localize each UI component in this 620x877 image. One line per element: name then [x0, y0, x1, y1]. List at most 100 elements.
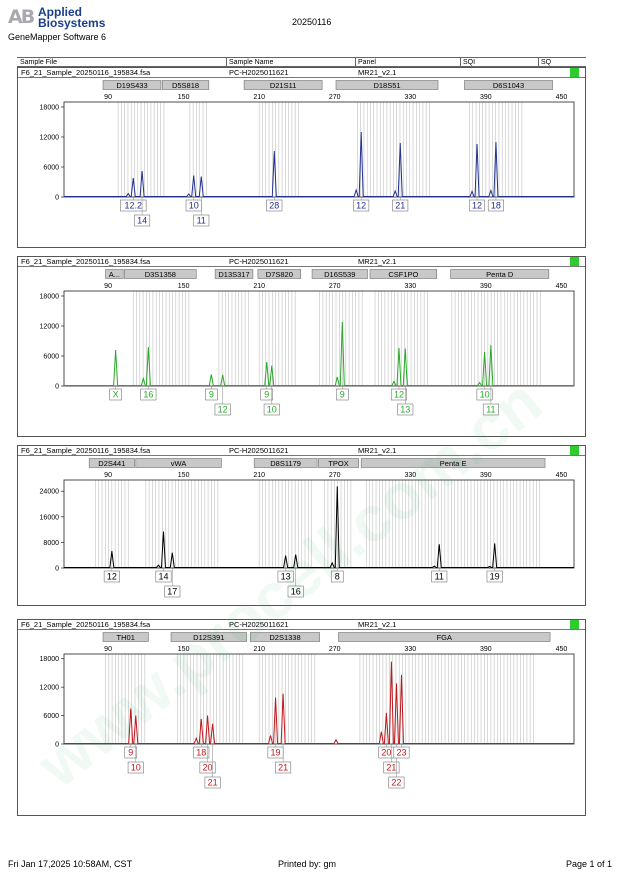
column-header-row: Sample File Sample Name Panel SQI SQ — [17, 57, 586, 67]
allele-call[interactable]: 8 — [330, 568, 344, 583]
sample-name: PC-H2025011621 — [229, 620, 289, 629]
plot-area: D2S441 vWA D8S1179 TPOX Penta E 90 150 210 270 33… — [40, 458, 575, 598]
y-tick-label: 18000 — [40, 656, 60, 663]
allele-call[interactable]: 21 — [275, 744, 292, 774]
allele-call[interactable]: 17 — [164, 568, 181, 598]
allele-call[interactable]: 14 — [155, 568, 172, 583]
allele-call[interactable]: 19 — [486, 568, 503, 583]
x-tick-label: 150 — [178, 472, 190, 479]
allele-label: 14 — [158, 572, 168, 582]
marker-d7s820[interactable]: D7S820 — [257, 269, 302, 280]
panel-name: MR21_v2.1 — [358, 446, 397, 455]
allele-call[interactable]: 20 — [378, 744, 395, 759]
allele-call[interactable]: 10 — [476, 386, 493, 401]
marker-d2s441[interactable]: D2S441 — [88, 458, 135, 469]
allele-call[interactable]: 23 — [393, 744, 410, 759]
allele-call[interactable]: 16 — [140, 386, 157, 401]
plot-frame — [63, 479, 575, 569]
plot-area: A... D3S1358 D13S317 D7S820 D16S539 CSF1PO Pen… — [40, 269, 575, 416]
marker-d8s1179[interactable]: D8S1179 — [253, 458, 318, 469]
sq-status-indicator — [570, 68, 579, 77]
marker-th01[interactable]: TH01 — [102, 632, 149, 643]
allelic-bins — [105, 654, 534, 744]
allele-label: 11 — [197, 216, 206, 226]
marker-csf1po[interactable]: CSF1PO — [369, 269, 438, 280]
marker-tpox[interactable]: TPOX — [318, 458, 359, 469]
x-tick-label: 210 — [253, 646, 265, 653]
allele-call[interactable]: 21 — [392, 197, 409, 212]
allele-call[interactable]: 21 — [383, 744, 400, 774]
allele-call[interactable]: 19 — [267, 744, 284, 759]
allele-call[interactable]: 9 — [335, 386, 349, 401]
allele-call[interactable]: 11 — [482, 386, 499, 416]
marker-d3s1358[interactable]: D3S1358 — [124, 269, 197, 280]
allele-label: 18 — [491, 201, 501, 211]
allele-call[interactable]: 10 — [263, 386, 280, 416]
allele-call[interactable]: 11 — [431, 568, 448, 583]
allele-call[interactable]: 14 — [134, 197, 151, 227]
marker-penta-e[interactable]: Penta E — [360, 458, 546, 469]
marker-d19s433[interactable]: D19S433 — [102, 80, 162, 91]
allele-call[interactable]: 9 — [124, 744, 138, 759]
allele-call[interactable]: 12 — [469, 197, 486, 212]
signal-trace — [64, 321, 574, 386]
allele-call[interactable]: 18 — [487, 197, 504, 212]
allele-call[interactable]: 10 — [127, 744, 144, 774]
col-sample-name: Sample Name — [229, 59, 274, 66]
col-panel: Panel — [358, 59, 376, 66]
marker-label: A... — [109, 270, 120, 279]
allele-call[interactable]: 18 — [193, 744, 210, 759]
marker-fga[interactable]: FGA — [338, 632, 551, 643]
allele-call[interactable]: 12 — [214, 386, 231, 416]
sample-file: F6_21_Sample_20250116_195834.fsa — [21, 620, 151, 629]
allele-call[interactable]: 10 — [185, 197, 202, 212]
allele-call[interactable]: 12 — [353, 197, 370, 212]
allele-call[interactable]: 9 — [260, 386, 274, 401]
allele-call[interactable]: 9 — [205, 386, 218, 401]
x-tick-label: 210 — [253, 283, 265, 290]
allele-call[interactable]: 13 — [277, 568, 294, 583]
marker-label: D6S1043 — [493, 81, 524, 90]
allelic-bins — [95, 480, 541, 568]
panel-info-row: F6_21_Sample_20250116_195834.fsa PC-H2025… — [18, 446, 585, 456]
allele-call[interactable]: 12 — [390, 386, 407, 401]
allele-call[interactable]: 11 — [193, 197, 210, 227]
marker-d21s11[interactable]: D21S11 — [243, 80, 323, 91]
allele-call[interactable]: 16 — [287, 568, 304, 598]
sample-name: PC-H2025011621 — [229, 257, 289, 266]
marker-d5s818[interactable]: D5S818 — [161, 80, 210, 91]
x-tick-label: 390 — [480, 472, 492, 479]
allele-call[interactable]: 12.2 — [120, 197, 147, 212]
allele-label: 20 — [381, 748, 391, 758]
allele-label: 13 — [400, 405, 410, 415]
marker-d13s317[interactable]: D13S317 — [214, 269, 254, 280]
marker-d6s1043[interactable]: D6S1043 — [464, 80, 553, 91]
allele-label: X — [113, 390, 119, 400]
allele-label: 10 — [480, 390, 490, 400]
marker-d12s391[interactable]: D12S391 — [170, 632, 247, 643]
x-tick-label: 210 — [253, 472, 265, 479]
allele-label: 20 — [203, 763, 213, 773]
electropherogram-panel-1: F6_21_Sample_20250116_195834.fsa PC-H2025… — [17, 67, 586, 248]
x-tick-label: 450 — [556, 94, 568, 101]
marker-label: TPOX — [328, 459, 348, 468]
allele-label: 9 — [128, 748, 133, 758]
allele-call[interactable]: 12 — [103, 568, 120, 583]
marker-penta-d[interactable]: Penta D — [450, 269, 550, 280]
allele-call[interactable]: X — [109, 386, 122, 401]
marker-vwa[interactable]: vWA — [135, 458, 222, 469]
marker-a-[interactable]: A... — [105, 269, 124, 280]
allele-call[interactable]: 13 — [397, 386, 414, 416]
allele-call[interactable]: 28 — [266, 197, 283, 212]
x-tick-label: 330 — [404, 646, 416, 653]
x-tick-label: 390 — [480, 94, 492, 101]
marker-label: D5S818 — [172, 81, 199, 90]
marker-d16s539[interactable]: D16S539 — [311, 269, 368, 280]
marker-d18s51[interactable]: D18S51 — [335, 80, 439, 91]
allele-call[interactable]: 20 — [199, 744, 216, 774]
marker-d2s1338[interactable]: D2S1338 — [250, 632, 320, 643]
allele-call[interactable]: 21 — [204, 744, 221, 789]
signal-trace — [64, 131, 574, 197]
panel-info-row: F6_21_Sample_20250116_195834.fsa PC-H2025… — [18, 257, 585, 267]
